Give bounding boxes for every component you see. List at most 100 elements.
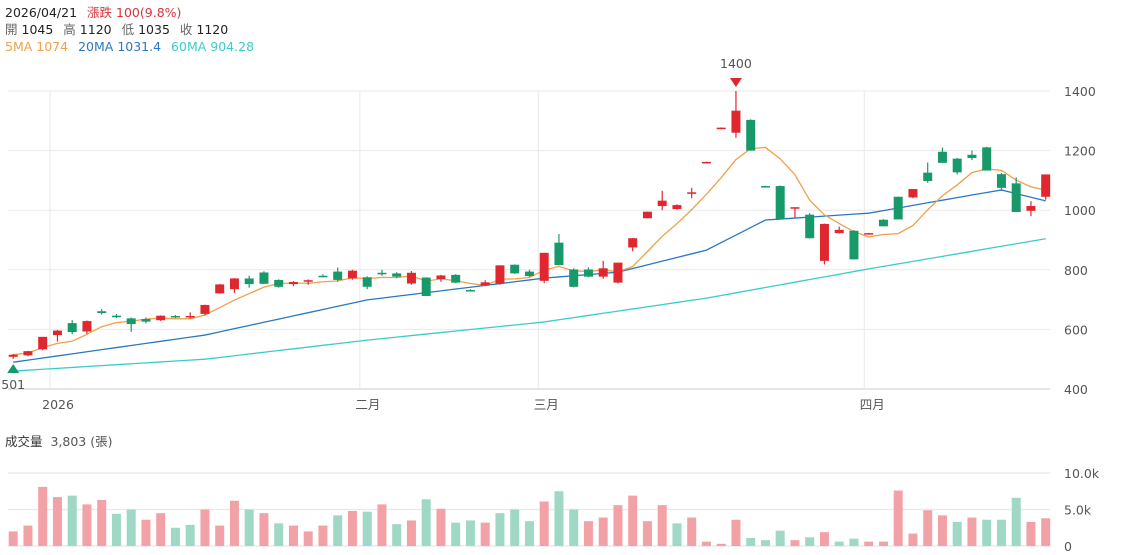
volume-bar	[672, 523, 682, 546]
volume-tick-label: 0	[1064, 539, 1072, 554]
candle-body	[864, 233, 874, 235]
candle-body	[878, 219, 888, 227]
candle-body	[731, 110, 741, 133]
volume-bar	[849, 538, 859, 546]
ma20-line	[13, 189, 1046, 363]
candle-body	[421, 277, 431, 297]
volume-bar	[583, 521, 593, 546]
low-label: 低	[121, 22, 135, 37]
volume-bar	[1041, 518, 1051, 546]
candle-body	[819, 223, 829, 261]
candle-body	[716, 127, 726, 130]
open-value: 1045	[21, 22, 54, 37]
candle-body	[628, 238, 638, 248]
candle-body	[701, 161, 711, 164]
candle-body	[82, 321, 92, 332]
candle-body	[480, 282, 490, 286]
candle-body	[406, 272, 416, 284]
volume-bar	[613, 505, 623, 546]
volume-bar	[1011, 497, 1021, 546]
candle-body	[908, 189, 918, 198]
candle-body	[156, 315, 166, 321]
candle-body	[229, 278, 239, 290]
candle-body	[569, 269, 579, 287]
volume-bar	[524, 521, 534, 546]
volume-bar	[760, 540, 770, 546]
max-marker-icon	[729, 78, 742, 87]
candle-body	[657, 200, 667, 207]
candle-body	[126, 318, 136, 325]
volume-bar	[67, 495, 77, 546]
volume-bar	[23, 525, 33, 546]
candle-body	[451, 274, 461, 283]
volume-bar	[893, 490, 903, 546]
volume-bar	[834, 541, 844, 546]
candle-body	[923, 172, 933, 181]
volume-bar	[451, 522, 461, 546]
candle-body	[1026, 206, 1036, 211]
candle-body	[259, 272, 269, 284]
ma5-value: 1074	[36, 39, 69, 54]
volume-bar	[274, 523, 284, 546]
volume-bar	[303, 531, 313, 546]
volume-bar	[510, 509, 520, 546]
volume-bar	[229, 500, 239, 546]
candle-body	[23, 351, 33, 356]
candle-body	[141, 318, 151, 322]
volume-bar	[8, 531, 18, 546]
volume-bar	[200, 509, 210, 546]
volume-bar	[805, 537, 815, 546]
max-price-label: 1400	[720, 56, 752, 71]
volume-bar	[465, 520, 475, 546]
candle-body	[952, 158, 962, 173]
volume-bar	[569, 509, 579, 546]
candle-body	[465, 290, 475, 292]
candle-body	[244, 278, 254, 285]
volume-bar	[878, 541, 888, 546]
candle-body	[111, 315, 121, 318]
candle-body	[746, 119, 756, 151]
candle-body	[539, 252, 549, 281]
candle-body	[347, 270, 357, 279]
candle-body	[38, 336, 48, 350]
ma5-label: 5MA	[5, 39, 33, 54]
candle-body	[642, 211, 652, 219]
candle-body	[1011, 183, 1021, 212]
volume-bar	[111, 513, 121, 546]
volume-bar	[1026, 521, 1036, 546]
x-tick-label: 三月	[534, 397, 559, 412]
date: 2026/04/21	[5, 5, 78, 20]
close-label: 收	[179, 22, 193, 37]
candle-body	[67, 323, 77, 333]
volume-bar	[126, 509, 136, 546]
volume-bar	[377, 504, 387, 546]
change-label: 漲跌	[87, 5, 113, 20]
volume-bar	[539, 501, 549, 546]
open-label: 開	[5, 22, 18, 37]
candle-body	[392, 273, 402, 277]
volume-bar	[554, 491, 564, 546]
min-price-label: 501	[1, 377, 25, 392]
candle-body	[362, 277, 372, 287]
candle-body	[510, 264, 520, 274]
volume-header: 成交量 3,803 (張)	[5, 431, 112, 450]
candle-body	[185, 315, 195, 318]
price-tick-label: 600	[1064, 322, 1088, 337]
volume-bar	[952, 521, 962, 546]
candle-body	[937, 151, 947, 163]
candle-body	[215, 284, 225, 294]
volume-bar	[185, 524, 195, 546]
candle-body	[170, 315, 180, 318]
volume-bar	[598, 517, 608, 546]
volume-bar	[421, 499, 431, 546]
volume-bar	[406, 520, 416, 546]
ma20-value: 1031.4	[117, 39, 162, 54]
volume-bar	[495, 513, 505, 546]
volume-bar	[288, 525, 298, 546]
volume-bar	[790, 540, 800, 546]
candle-body	[834, 229, 844, 234]
candle-body	[333, 271, 343, 280]
candle-body	[554, 242, 564, 266]
volume-bar	[318, 525, 328, 546]
